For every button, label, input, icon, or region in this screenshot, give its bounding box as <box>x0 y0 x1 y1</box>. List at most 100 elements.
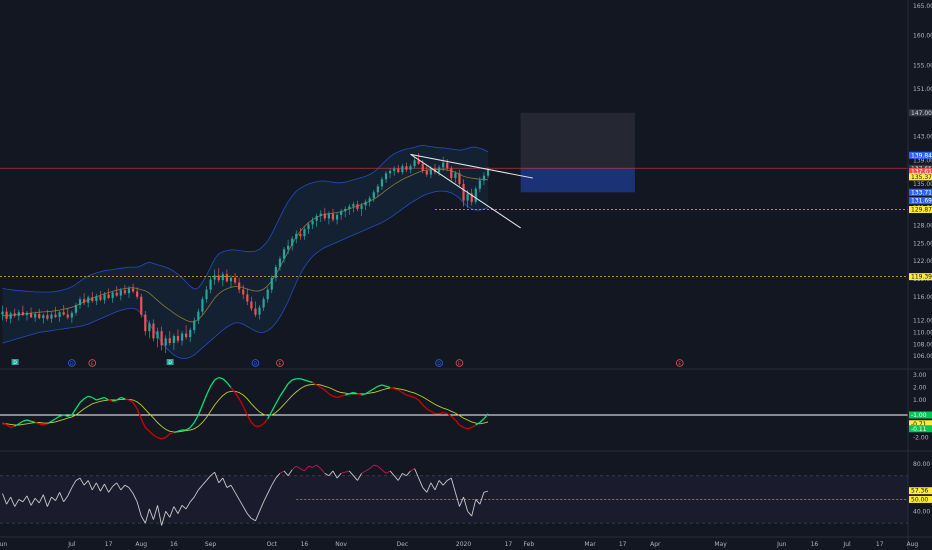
price-tag-box <box>909 168 932 176</box>
rsi-line-segment <box>153 505 158 520</box>
rsi-line-segment <box>197 484 203 491</box>
rsi-pane[interactable] <box>0 464 908 526</box>
candle-body <box>327 213 330 219</box>
candle-body <box>266 289 269 300</box>
rsi-line-segment <box>202 480 207 486</box>
candle-body <box>262 299 265 308</box>
rsi-line-segment <box>136 501 142 517</box>
rsi-line-segment <box>369 464 375 469</box>
price-tag-label: 129.87 <box>911 207 932 214</box>
candle-body <box>54 314 57 317</box>
price-tick-label: 128.00 <box>913 223 932 230</box>
macd-line-segment <box>438 411 444 415</box>
event-marker: D <box>68 359 76 367</box>
time-tick-label: 17 <box>505 541 513 548</box>
macd-line-segment <box>79 398 85 403</box>
price-pane[interactable]: D E D E D E ED D <box>0 112 932 370</box>
candle-body <box>315 216 318 221</box>
candle-body <box>364 201 367 206</box>
time-tick-label: Apr <box>650 541 661 548</box>
macd-line-segment <box>108 399 113 402</box>
macd-line-segment <box>340 394 346 397</box>
price-tag: 139.84 <box>909 151 932 159</box>
rsi-line-segment <box>95 482 101 492</box>
macd-line-segment <box>96 398 101 401</box>
time-tick-label: May <box>714 541 727 548</box>
rsi-line-segment <box>185 501 191 510</box>
rsi-line-segment <box>406 470 411 477</box>
rsi-line-segment <box>308 465 313 468</box>
rsi-line-segment <box>263 493 269 502</box>
rsi-line-segment <box>14 499 20 507</box>
time-tick-label: Aug <box>135 541 147 548</box>
macd-line-segment <box>357 393 362 396</box>
macd-line-segment <box>14 423 20 427</box>
rsi-line-segment <box>189 496 195 503</box>
time-tick-label: Sep <box>205 541 217 548</box>
candle-body <box>197 311 200 321</box>
price-axis[interactable]: 165.00 160.00 155.00 151.00 147.00 143.00 139.… <box>907 0 932 550</box>
price-tick-label: 112.00 <box>913 318 932 325</box>
macd-pane[interactable] <box>0 376 932 452</box>
rsi-line-segment <box>454 492 460 507</box>
rsi-line-segment <box>402 472 407 477</box>
candle-body <box>221 274 224 281</box>
macd-line-segment <box>6 424 11 429</box>
macd-line-segment <box>83 395 89 400</box>
time-tick-label: Dec <box>397 541 409 548</box>
macd-line-segment <box>161 436 166 440</box>
candle-body <box>1 311 4 315</box>
rsi-line-segment <box>177 505 183 514</box>
event-marker-circle <box>68 359 76 367</box>
macd-line-segment <box>18 420 24 425</box>
macd-line-segment <box>148 430 154 436</box>
bollinger-band-fill <box>2 145 488 359</box>
rsi-line-segment <box>479 492 485 505</box>
macd-line-segment <box>304 379 309 382</box>
macd-line-segment <box>467 426 472 430</box>
time-tick-label: Aug <box>906 541 918 548</box>
time-tick-label: 16 <box>170 541 178 548</box>
dividend-flag: D <box>166 359 174 366</box>
rsi-line-segment <box>132 493 138 502</box>
price-tag: 129.87 <box>909 206 932 214</box>
time-tick-label: Jun <box>0 541 7 548</box>
candle-body <box>140 296 143 315</box>
macd-line-segment <box>246 414 252 423</box>
macd-line-segment <box>189 422 195 428</box>
candle-body <box>74 305 78 313</box>
rsi-line-segment <box>51 496 56 501</box>
price-tag-box <box>909 206 932 214</box>
macd-line-segment <box>418 399 424 406</box>
candle-body <box>331 213 335 220</box>
candle-body <box>287 245 290 250</box>
macd-line-segment <box>479 418 485 423</box>
macd-line-segment <box>140 418 146 428</box>
rsi-line-segment <box>450 477 456 493</box>
candle-body <box>21 312 24 316</box>
rsi-line-segment <box>373 464 378 467</box>
macd-line-segment <box>214 376 220 381</box>
macd-line-segment <box>100 396 105 400</box>
rsi-line-segment <box>410 468 415 472</box>
trend-line <box>410 153 533 179</box>
macd-line-segment <box>30 420 36 424</box>
macd-line-segment <box>308 380 313 384</box>
rsi-line-segment <box>353 475 358 481</box>
rsi-line-segment <box>287 469 293 476</box>
macd-line-segment <box>410 395 415 399</box>
candle-body <box>115 292 118 296</box>
rsi-line-segment <box>67 487 73 497</box>
macd-line-segment <box>279 389 285 397</box>
time-axis[interactable]: Jun Jul 17 Aug 16 Sep Oct 16 Nov Dec 2020 17 Feb Mar 1… <box>0 536 932 548</box>
price-tick-label: 125.00 <box>913 240 932 247</box>
price-tag: 135.37 <box>909 173 932 181</box>
candle-body <box>62 312 65 315</box>
macd-line-segment <box>442 411 448 415</box>
event-marker-label: D <box>70 361 74 367</box>
rsi-tag: 57.36 <box>909 487 932 495</box>
rsi-line-segment <box>246 513 252 519</box>
rsi-line-segment <box>397 473 403 481</box>
rsi-line-segment <box>267 485 273 494</box>
